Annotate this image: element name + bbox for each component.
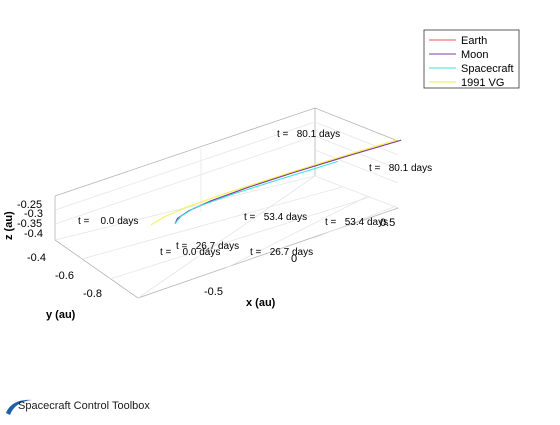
z-tick-label: -0.25 [17, 199, 42, 211]
grid-back-4 [314, 121, 399, 156]
annotation-label: t = 26.7 days [176, 241, 239, 252]
x-tick-label: 0.5 [380, 217, 395, 229]
legend: Earth Moon Spacecraft 1991 VG [423, 29, 520, 89]
floor-edge-back [54, 175, 399, 241]
series-line-1991-vg [150, 139, 397, 226]
annotation-label: t = 26.7 days [250, 247, 313, 258]
y-tick-label: -0.8 [83, 288, 102, 300]
axis-labels: x (au) y (au) z (au) [3, 211, 276, 321]
time-annotations: t = 0.0 days t = 26.7 days t = 53.4 days… [78, 129, 432, 258]
series-line-earth [174, 139, 402, 224]
axes-grid [54, 107, 399, 299]
series-layer [150, 139, 402, 226]
y-tick-label: -0.6 [55, 270, 74, 282]
tick-labels: -0.5 0 0.5 -0.4 -0.6 -0.8 -0.25 -0.3 -0.… [17, 199, 395, 300]
annotation-label: t = 80.1 days [277, 129, 340, 140]
annotation-label: t = 53.4 days [325, 217, 388, 228]
z-tick-label: -0.3 [24, 208, 43, 220]
legend-label-spacecraft: Spacecraft [461, 63, 514, 75]
z-tick-label: -0.4 [24, 228, 43, 240]
annotation-label: t = 53.4 days [244, 212, 307, 223]
legend-label-moon: Moon [461, 49, 489, 61]
grid-back-3 [54, 135, 316, 225]
legend-label-earth: Earth [461, 35, 487, 47]
series-line-moon [174, 139, 402, 224]
y-tick-label: -0.4 [27, 252, 46, 264]
floor-grid-4 [225, 195, 369, 269]
grid-back-2 [54, 121, 316, 211]
annotation-label: t = 0.0 days [160, 247, 220, 258]
grid-back-6 [314, 149, 399, 184]
z-axis-label: z (au) [3, 211, 15, 240]
legend-label-1991-vg: 1991 VG [461, 77, 504, 89]
z-tick-label: -0.35 [17, 218, 42, 230]
x-tick-label: 0 [291, 253, 297, 265]
floor-grid-1 [81, 186, 343, 260]
floor-grid-2 [109, 196, 371, 280]
x-tick-label: -0.5 [204, 286, 223, 298]
toolbox-footer: Spacecraft Control Toolbox [4, 393, 224, 417]
floor-grid-3 [137, 175, 316, 299]
annotation-label: t = 80.1 days [369, 163, 432, 174]
floor-grid-5 [313, 205, 397, 239]
x-axis-label: x (au) [246, 297, 276, 309]
annotation-label: t = 0.0 days [78, 216, 138, 227]
series-line-spacecraft [174, 160, 339, 224]
footer-text: Spacecraft Control Toolbox [18, 400, 150, 412]
y-axis-label: y (au) [46, 309, 76, 321]
swoosh-logo-icon [6, 399, 32, 415]
